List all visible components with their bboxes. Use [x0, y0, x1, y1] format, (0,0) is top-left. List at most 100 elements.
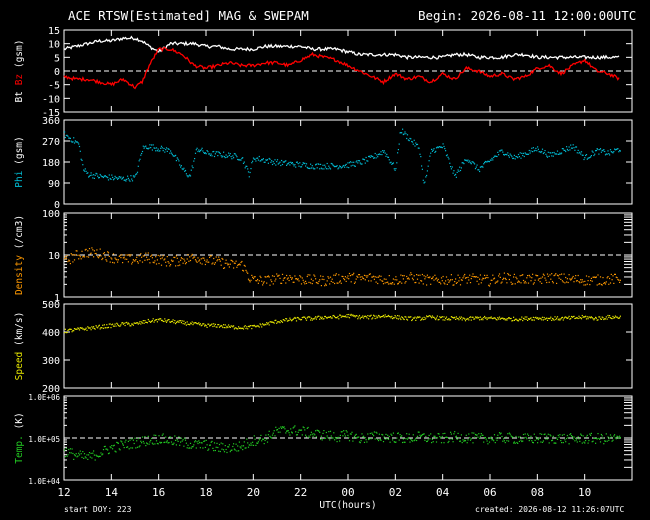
data-point	[216, 326, 218, 328]
data-point	[141, 150, 144, 153]
data-point	[162, 433, 164, 435]
data-point	[415, 437, 417, 439]
data-point	[88, 248, 91, 250]
ylabel-mag: Bt Bz (gsm)	[14, 40, 25, 103]
data-point	[510, 317, 512, 320]
data-point	[551, 155, 553, 157]
data-point	[552, 155, 554, 157]
data-point	[556, 316, 559, 318]
data-point	[445, 317, 447, 319]
data-point	[146, 322, 148, 324]
data-point	[136, 171, 139, 173]
data-point	[145, 445, 147, 447]
data-point	[237, 158, 239, 161]
data-point	[460, 434, 462, 436]
data-point	[462, 317, 464, 319]
data-point	[112, 448, 114, 450]
data-point	[160, 147, 162, 149]
data-point	[372, 276, 374, 278]
data-point	[129, 255, 131, 257]
data-point	[108, 323, 110, 325]
data-point	[211, 440, 213, 442]
data-point	[170, 152, 173, 154]
data-point	[463, 317, 465, 319]
data-point	[436, 280, 438, 282]
data-point	[320, 318, 322, 320]
data-point	[558, 318, 560, 320]
data-point	[440, 442, 443, 444]
data-point	[573, 147, 575, 149]
data-point	[201, 442, 203, 444]
data-point	[316, 282, 318, 284]
data-point	[223, 267, 226, 269]
data-point	[575, 439, 578, 441]
data-point	[199, 151, 201, 153]
data-point	[377, 316, 379, 318]
data-point	[452, 441, 454, 443]
data-point	[284, 277, 286, 279]
data-point	[513, 316, 515, 318]
data-point	[389, 316, 391, 318]
data-point	[204, 263, 206, 266]
data-point	[209, 255, 211, 257]
data-point	[330, 317, 332, 319]
data-point	[566, 437, 568, 440]
data-point	[110, 447, 112, 449]
data-point	[458, 280, 460, 282]
data-point	[93, 174, 95, 176]
data-point	[554, 274, 556, 276]
data-point	[138, 446, 140, 448]
data-point	[271, 434, 274, 436]
data-point	[561, 434, 563, 436]
data-point	[230, 156, 232, 158]
data-point	[572, 144, 574, 146]
data-point	[132, 175, 134, 177]
data-point	[211, 155, 213, 157]
data-point	[207, 261, 209, 263]
data-point	[178, 160, 180, 162]
data-point	[570, 279, 572, 281]
data-point	[599, 148, 602, 150]
data-point	[614, 315, 616, 317]
data-point	[97, 327, 99, 329]
data-point	[439, 436, 441, 438]
data-point	[272, 161, 274, 163]
data-point	[88, 175, 91, 177]
data-point	[436, 315, 438, 317]
data-point	[90, 172, 92, 174]
data-point	[591, 280, 593, 282]
ytick-label-phi: 360	[42, 116, 60, 127]
data-point	[127, 446, 129, 448]
data-point	[303, 316, 305, 318]
data-point	[98, 456, 100, 458]
data-point	[363, 441, 366, 443]
xtick-label: 06	[483, 486, 496, 499]
data-point	[403, 318, 405, 321]
data-point	[74, 455, 76, 457]
data-point	[296, 316, 298, 319]
data-point	[104, 445, 106, 447]
data-point	[483, 163, 485, 165]
data-point	[334, 439, 336, 441]
data-point	[324, 285, 326, 287]
data-point	[467, 276, 469, 278]
data-point	[98, 455, 100, 457]
data-point	[157, 148, 159, 150]
data-point	[543, 152, 545, 154]
data-point	[121, 254, 123, 256]
data-point	[143, 322, 145, 324]
data-point	[591, 150, 593, 152]
data-point	[390, 433, 392, 435]
data-point	[392, 282, 394, 284]
data-point	[446, 154, 448, 156]
data-point	[216, 260, 218, 262]
data-point	[336, 282, 338, 284]
data-point	[88, 452, 91, 454]
data-point	[345, 280, 347, 282]
data-point	[154, 319, 156, 322]
xtick-label: 20	[247, 486, 260, 499]
data-point	[157, 254, 159, 256]
data-point	[151, 320, 153, 322]
data-point	[179, 164, 181, 166]
data-point	[410, 316, 412, 318]
